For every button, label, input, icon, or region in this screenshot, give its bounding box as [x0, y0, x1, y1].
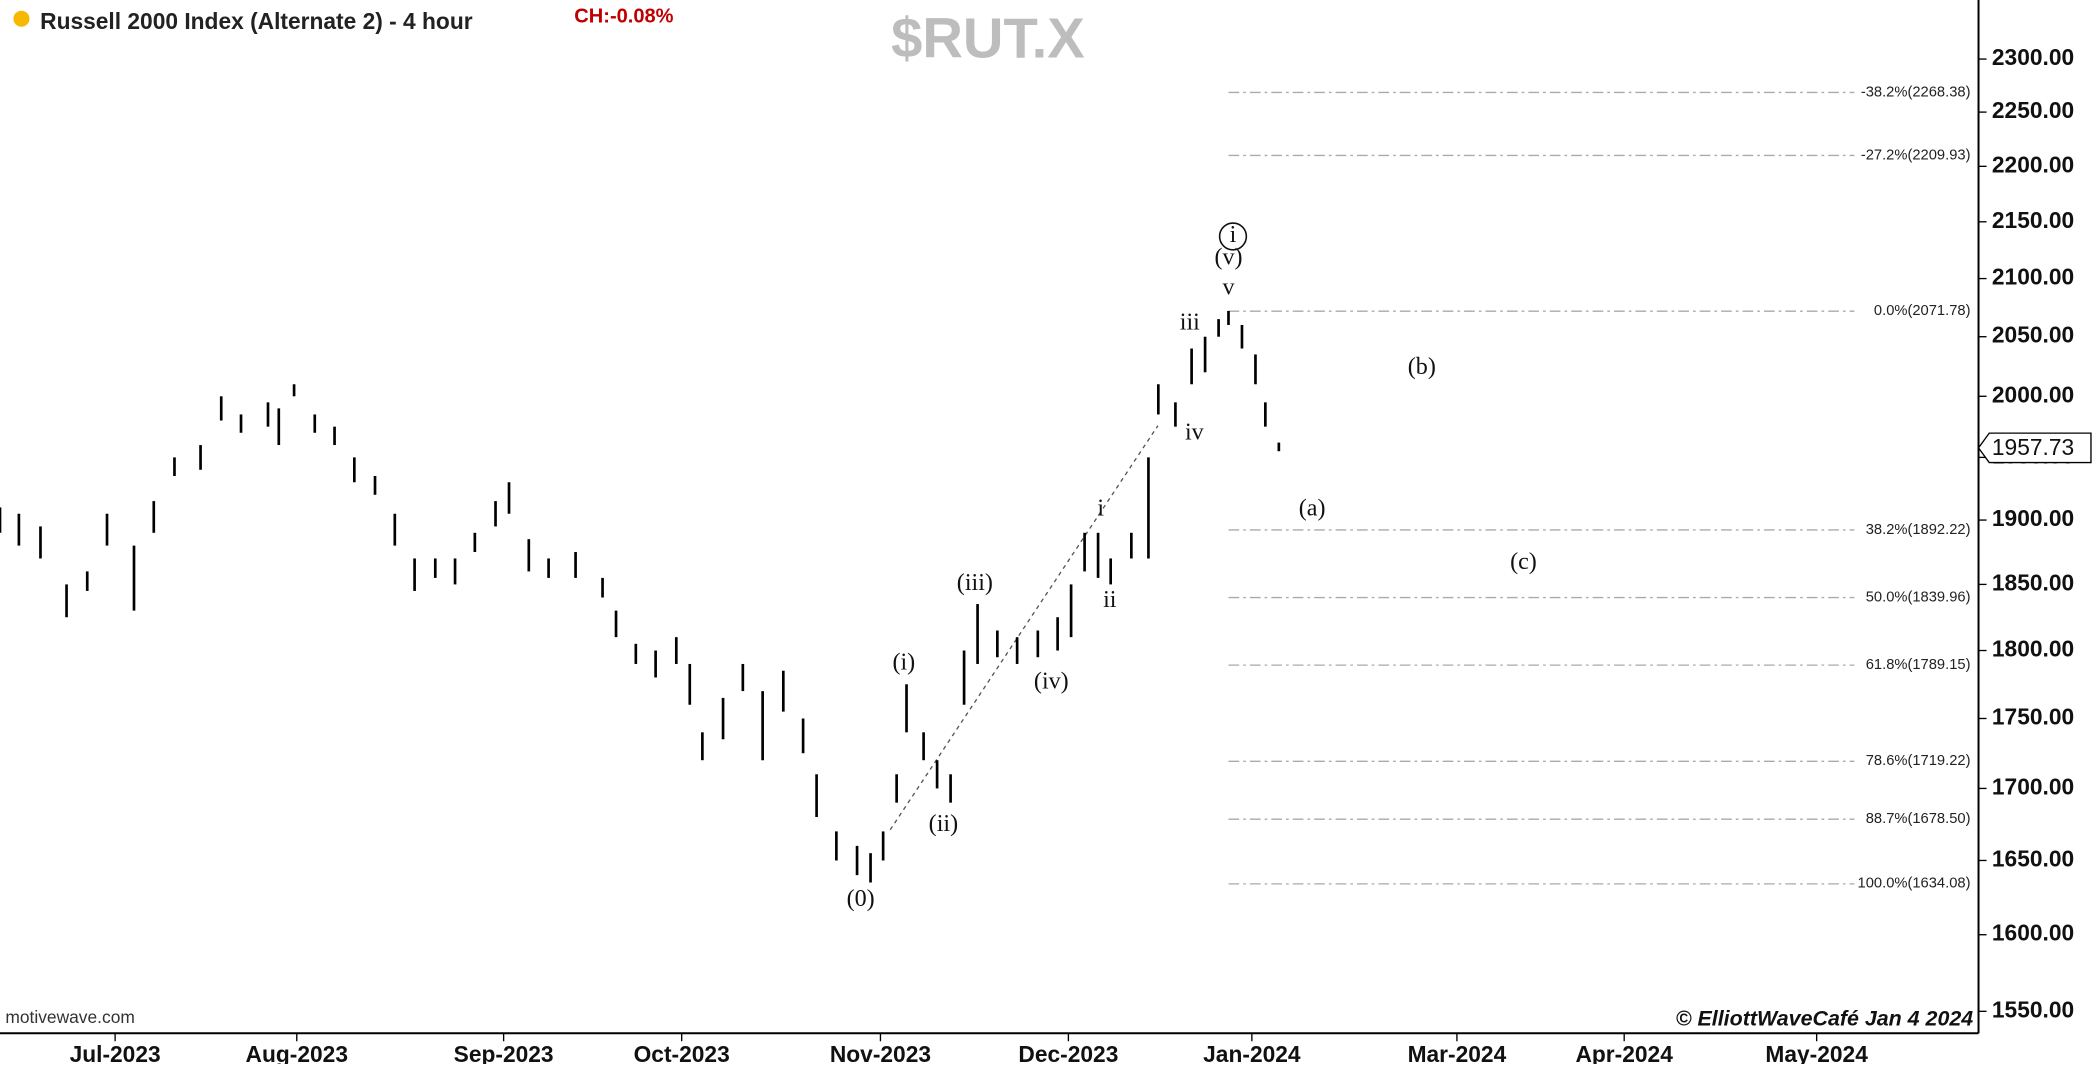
credit: © ElliottWaveCafé Jan 4 2024	[1676, 1006, 1973, 1030]
source: motivewave.com	[5, 1007, 135, 1027]
y-tick-label: 2050.00	[1992, 322, 2074, 348]
fib-label: -38.2%(2268.38)	[1861, 84, 1971, 100]
y-tick-label: 1650.00	[1992, 845, 2074, 871]
x-tick-label: Nov-2023	[830, 1041, 931, 1064]
wave-label: (0)	[847, 886, 875, 912]
chart-title: Russell 2000 Index (Alternate 2) - 4 hou…	[40, 8, 473, 34]
y-tick-label: 1600.00	[1992, 920, 2074, 946]
wave-label: (b)	[1408, 354, 1436, 380]
fib-label: 100.0%(1634.08)	[1858, 876, 1971, 892]
x-tick-label: Sep-2023	[454, 1041, 554, 1064]
y-tick-label: 2300.00	[1992, 44, 2074, 70]
wave-label: (i)	[892, 649, 915, 675]
x-tick-label: Aug-2023	[246, 1041, 348, 1064]
x-tick-label: Jul-2023	[70, 1041, 161, 1064]
y-tick-label: 1750.00	[1992, 704, 2074, 730]
fib-label: 38.2%(1892.22)	[1866, 522, 1971, 538]
watermark: $RUT.X	[891, 7, 1085, 70]
wave-label: iii	[1180, 309, 1200, 335]
wave-label: (c)	[1510, 549, 1537, 575]
y-tick-label: 2000.00	[1992, 381, 2074, 407]
x-tick-label: Dec-2023	[1018, 1041, 1118, 1064]
wave-label: i	[1230, 222, 1237, 248]
wave-label: (ii)	[929, 811, 958, 837]
wave-label: v	[1222, 274, 1235, 300]
fib-label: 50.0%(1839.96)	[1866, 589, 1971, 605]
wave-circle	[1218, 222, 1248, 251]
x-tick-label: Oct-2023	[634, 1041, 730, 1064]
x-tick-label: May-2024	[1765, 1041, 1868, 1064]
last-price-box	[1977, 432, 2092, 464]
trend-line	[889, 425, 1159, 831]
y-tick-label: 1550.00	[1992, 996, 2074, 1022]
y-tick-label: 1900.00	[1992, 505, 2074, 531]
x-tick-label: Mar-2024	[1408, 1041, 1507, 1064]
y-tick-label: 2150.00	[1992, 207, 2074, 233]
wave-label: i	[1097, 495, 1104, 521]
y-tick-label: 1800.00	[1992, 636, 2074, 662]
fib-label: 0.0%(2071.78)	[1874, 303, 1971, 319]
fib-label: 88.7%(1678.50)	[1866, 811, 1971, 827]
fib-label: 78.6%(1719.22)	[1866, 753, 1971, 769]
y-tick-label: 2200.00	[1992, 151, 2074, 177]
x-tick-label: Jan-2024	[1203, 1041, 1301, 1064]
fib-label: 61.8%(1789.15)	[1866, 657, 1971, 673]
fib-label: -27.2%(2209.93)	[1861, 147, 1971, 163]
y-tick-label: 2250.00	[1992, 97, 2074, 123]
x-tick-label: Apr-2024	[1575, 1041, 1673, 1064]
y-tick-label: 1850.00	[1992, 569, 2074, 595]
change-label: CH:-0.08%	[574, 6, 673, 28]
y-tick-label: 1700.00	[1992, 773, 2074, 799]
last-price: 1957.73	[1992, 434, 2074, 460]
y-tick-label: 2100.00	[1992, 264, 2074, 290]
wave-label: (a)	[1299, 495, 1326, 521]
wave-label: (iv)	[1034, 668, 1069, 694]
wave-label: ii	[1103, 587, 1117, 613]
status-dot	[13, 10, 30, 27]
wave-label: iv	[1185, 420, 1205, 446]
wave-label: (iii)	[957, 570, 993, 596]
